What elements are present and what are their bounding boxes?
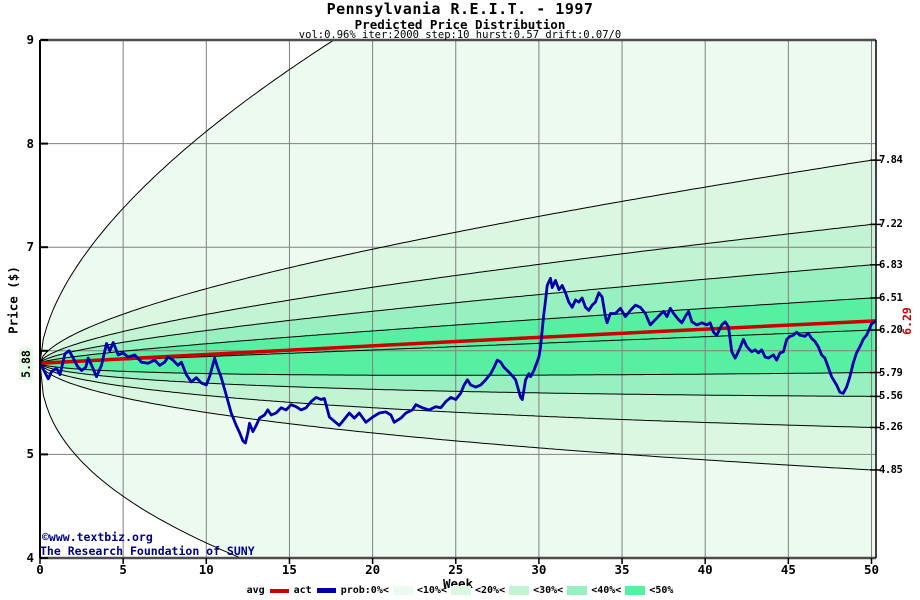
fan-boundary-curve xyxy=(40,362,875,471)
legend: avg act prob:0%< <10%< <20%< <30%< <40%< <50% xyxy=(0,585,920,596)
fan-band xyxy=(40,363,875,471)
right-axis-label: 4.85 xyxy=(879,463,903,476)
legend-act-label: act xyxy=(293,585,312,596)
act-swatch xyxy=(316,588,336,593)
legend-band-swatch xyxy=(567,586,588,595)
fan-band xyxy=(40,40,875,364)
y-tick-label: 4 xyxy=(26,550,34,565)
x-tick-label: 0 xyxy=(36,562,44,577)
right-axis-label: 6.83 xyxy=(879,258,903,271)
y-axis-label: Price ($) xyxy=(5,266,21,334)
legend-band-label: <20%< xyxy=(474,585,506,596)
legend-band-swatch xyxy=(509,586,530,595)
start-price-label: 5.88 xyxy=(19,348,33,380)
legend-band-swatch xyxy=(450,586,471,595)
y-tick-label: 5 xyxy=(26,446,34,462)
y-tick-label: 9 xyxy=(26,32,34,47)
watermark-org: The Research Foundation of SUNY xyxy=(40,544,255,558)
fan-boundary-curve xyxy=(40,363,243,558)
fan-band xyxy=(40,224,875,364)
fan-boundary-curve xyxy=(40,362,875,429)
avg-line xyxy=(40,319,876,365)
right-axis-label: 5.56 xyxy=(879,390,903,403)
x-tick-label: 35 xyxy=(614,562,630,577)
right-axis-label: 7.22 xyxy=(879,218,903,231)
fan-band xyxy=(40,363,875,558)
x-tick-label: 5 xyxy=(119,562,127,577)
legend-prob-label: prob:0%< xyxy=(340,585,389,596)
chart-title: Pennsylvania R.E.I.T. - 1997 xyxy=(326,0,594,18)
right-axis-label: 7.84 xyxy=(879,154,903,167)
x-tick-label: 30 xyxy=(531,562,547,577)
fan-boundary-curve xyxy=(40,223,875,364)
legend-band-label: <40%< xyxy=(591,585,622,596)
x-tick-label: 20 xyxy=(365,562,381,577)
legend-band-swatch xyxy=(625,586,646,595)
fan-band xyxy=(40,363,875,397)
fan-boundary-curve xyxy=(40,297,875,364)
y-tick-label: 7 xyxy=(26,239,34,255)
right-axis-label: 6.20 xyxy=(879,324,903,337)
legend-band-label: <10%< xyxy=(416,585,447,596)
fan-boundary-curve xyxy=(40,362,875,397)
y-tick-label: 8 xyxy=(26,135,34,151)
x-tick-label: 10 xyxy=(198,562,214,577)
legend-band-swatch xyxy=(392,586,413,595)
legend-band-label: <30%< xyxy=(533,585,564,596)
act-line xyxy=(40,276,876,445)
fan-band xyxy=(40,264,875,364)
x-tick-label: 25 xyxy=(448,562,464,577)
legend-band-entries: <10%< <20%< <30%< <40%< <50% xyxy=(391,585,674,596)
x-tick-label: 15 xyxy=(281,562,297,577)
legend-band-label: <50% xyxy=(649,585,674,596)
median-curve xyxy=(40,329,875,364)
x-tick-label: 40 xyxy=(697,562,713,577)
right-axis-label: 6.51 xyxy=(879,291,903,304)
x-tick-label: 50 xyxy=(863,562,880,577)
watermark-url: ©www.textbiz.org xyxy=(42,530,153,544)
fan-boundary-curve xyxy=(40,159,875,364)
right-axis-label: 5.26 xyxy=(879,421,903,434)
x-tick-label: 45 xyxy=(780,562,796,577)
avg-swatch xyxy=(269,588,289,593)
fan-boundary-curve xyxy=(40,40,335,364)
simulation-params: vol:0.96% iter:2000 step:10 hurst:0.57 d… xyxy=(298,29,622,41)
right-axis-label: 5.79 xyxy=(879,366,903,379)
fan-boundary-curve xyxy=(40,264,875,364)
fan-band xyxy=(40,159,875,364)
chart-subtitle: Predicted Price Distribution xyxy=(354,17,566,32)
legend-avg-label: avg xyxy=(246,585,265,596)
fan-boundary-curve xyxy=(40,362,875,376)
